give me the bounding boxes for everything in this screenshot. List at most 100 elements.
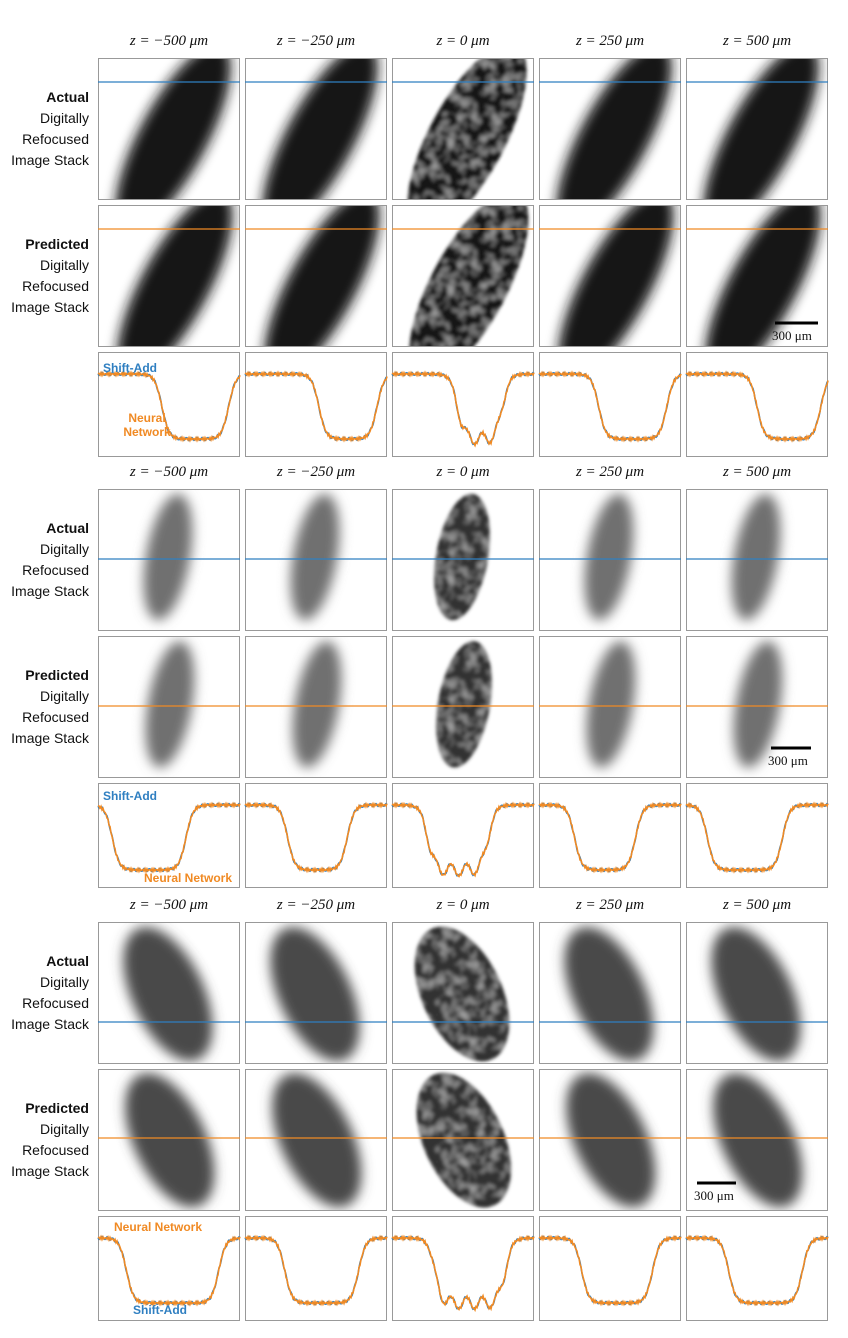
panel-border bbox=[686, 922, 828, 1064]
panel-border bbox=[539, 58, 681, 200]
cell bbox=[566, 1073, 656, 1208]
panel-border bbox=[392, 1069, 534, 1211]
panel-border bbox=[392, 58, 534, 200]
scale-bar-label: 300 μm bbox=[768, 753, 808, 768]
cell bbox=[436, 641, 492, 768]
panel-border bbox=[392, 636, 534, 778]
image-panel bbox=[392, 636, 534, 778]
row-label: Actual Digitally Refocused Image Stack bbox=[0, 87, 89, 171]
profile-curve bbox=[97, 1234, 241, 1307]
image-panel bbox=[98, 922, 240, 1064]
panel-border bbox=[686, 205, 828, 347]
panel-border bbox=[539, 205, 681, 347]
cell-body bbox=[407, 58, 527, 200]
cell bbox=[409, 205, 529, 347]
cell bbox=[270, 926, 360, 1062]
legend-neural-network: Neural Network bbox=[143, 871, 233, 885]
cell bbox=[125, 1073, 215, 1208]
column-header: z = 500 μm bbox=[722, 464, 792, 480]
cell bbox=[705, 205, 821, 347]
profile-panel bbox=[685, 352, 829, 457]
panel-border bbox=[686, 58, 828, 200]
cell bbox=[117, 205, 233, 347]
row-title: Actual bbox=[46, 953, 89, 969]
image-panel bbox=[539, 58, 681, 200]
image-panel bbox=[539, 922, 681, 1064]
profile-panel bbox=[244, 1216, 388, 1321]
row-line: Digitally bbox=[39, 688, 89, 704]
profile-panel bbox=[97, 352, 241, 457]
column-header: z = −500 μm bbox=[129, 33, 209, 49]
image-panel bbox=[686, 58, 828, 200]
panel-border bbox=[245, 205, 387, 347]
panel-border bbox=[98, 636, 240, 778]
row-line: Image Stack bbox=[11, 1016, 89, 1032]
image-panel bbox=[245, 205, 387, 347]
profile-curve bbox=[244, 370, 388, 443]
panel-border bbox=[245, 1069, 387, 1211]
cell bbox=[586, 641, 636, 768]
cell bbox=[414, 926, 510, 1062]
cell bbox=[713, 1073, 803, 1208]
column-header: z = −250 μm bbox=[276, 33, 356, 49]
panel-border bbox=[686, 1069, 828, 1211]
profile-panel bbox=[391, 1216, 535, 1321]
profile-panel bbox=[244, 783, 388, 888]
column-header: z = 0 μm bbox=[436, 464, 490, 480]
image-panel bbox=[392, 489, 534, 631]
column-header: z = −250 μm bbox=[276, 464, 356, 480]
row-line: Image Stack bbox=[11, 152, 89, 168]
row-line: Refocused bbox=[22, 1142, 89, 1158]
column-header: z = −500 μm bbox=[129, 464, 209, 480]
image-panel bbox=[392, 205, 534, 347]
row-label: Predicted Digitally Refocused Image Stack bbox=[0, 1098, 89, 1182]
cell bbox=[434, 493, 490, 621]
cell-body bbox=[264, 205, 380, 347]
row-line: Image Stack bbox=[11, 299, 89, 315]
image-panel bbox=[245, 636, 387, 778]
row-title: Actual bbox=[46, 89, 89, 105]
row-line: Digitally bbox=[39, 541, 89, 557]
cell bbox=[115, 58, 231, 200]
profile-panel bbox=[685, 1216, 829, 1321]
legend-shift-add: Shift-Add bbox=[133, 1303, 187, 1317]
legend-neural-network: Neural Network bbox=[123, 411, 171, 439]
panel-border bbox=[539, 922, 681, 1064]
image-panel bbox=[686, 1069, 828, 1211]
cell-body bbox=[711, 926, 801, 1062]
cell bbox=[272, 1073, 362, 1208]
cell-body bbox=[416, 1072, 512, 1208]
column-header: z = 500 μm bbox=[722, 897, 792, 913]
legend-shift-add: Shift-Add bbox=[103, 361, 157, 375]
row-label: Predicted Digitally Refocused Image Stack bbox=[0, 665, 89, 749]
profile-curve bbox=[391, 1234, 535, 1313]
cell-body bbox=[434, 493, 490, 621]
cell-body bbox=[292, 641, 342, 768]
profile-curve bbox=[391, 370, 535, 448]
cell bbox=[143, 493, 193, 621]
row-line: Refocused bbox=[22, 278, 89, 294]
profile-curve bbox=[685, 370, 829, 443]
cell bbox=[558, 205, 674, 347]
profile-panel bbox=[685, 783, 829, 888]
column-header: z = 0 μm bbox=[436, 897, 490, 913]
cell-body bbox=[731, 493, 781, 621]
row-title: Actual bbox=[46, 520, 89, 536]
panel-border bbox=[245, 352, 387, 457]
row-title: Predicted bbox=[25, 667, 89, 683]
row-label: Predicted Digitally Refocused Image Stack bbox=[0, 234, 89, 318]
cell bbox=[564, 926, 654, 1062]
image-panel bbox=[245, 489, 387, 631]
image-panel bbox=[98, 489, 240, 631]
cell-body bbox=[290, 493, 340, 621]
profile-panel bbox=[538, 783, 682, 888]
profile-curve bbox=[97, 801, 241, 874]
panel-border bbox=[686, 489, 828, 631]
row-line: Image Stack bbox=[11, 730, 89, 746]
cell-body bbox=[556, 58, 672, 200]
row-line: Image Stack bbox=[11, 1163, 89, 1179]
cell-body bbox=[125, 1073, 215, 1208]
panel-border bbox=[245, 636, 387, 778]
panel-border bbox=[98, 58, 240, 200]
